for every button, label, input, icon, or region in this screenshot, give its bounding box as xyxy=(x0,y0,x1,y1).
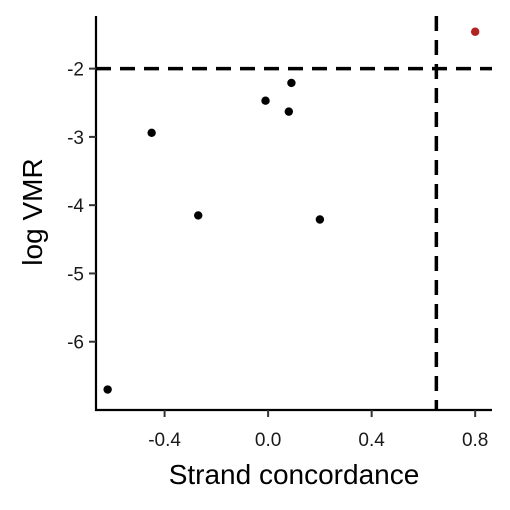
y-tick-label: -4 xyxy=(67,196,84,217)
data-point xyxy=(194,211,203,220)
x-tick-label: 0.4 xyxy=(358,430,385,451)
data-point xyxy=(147,128,156,137)
x-tick-label: -0.4 xyxy=(148,430,181,451)
data-point xyxy=(470,27,480,36)
x-tick-label: 0.8 xyxy=(462,430,488,451)
data-point xyxy=(261,96,270,105)
data-point xyxy=(284,107,294,116)
y-axis-title: log VMR xyxy=(17,158,48,265)
data-point xyxy=(287,78,296,88)
axes: -0.4 0.0 0.4 0.8 -2 -3 -4 -5 -6 xyxy=(67,16,492,451)
y-tick-label: -5 xyxy=(67,264,84,285)
y-axis-ticks: -2 -3 -4 -5 -6 xyxy=(67,60,96,354)
data-point xyxy=(315,215,325,224)
x-tick-label: 0.0 xyxy=(255,430,281,451)
y-tick-label: -2 xyxy=(67,60,84,81)
reference-lines xyxy=(96,16,492,410)
data-points xyxy=(103,27,480,394)
y-tick-label: -6 xyxy=(67,333,84,354)
y-tick-label: -3 xyxy=(67,128,84,149)
x-axis-title: Strand concordance xyxy=(169,459,420,490)
x-axis-ticks: -0.4 0.0 0.4 0.8 xyxy=(148,410,488,451)
data-point xyxy=(103,385,112,394)
